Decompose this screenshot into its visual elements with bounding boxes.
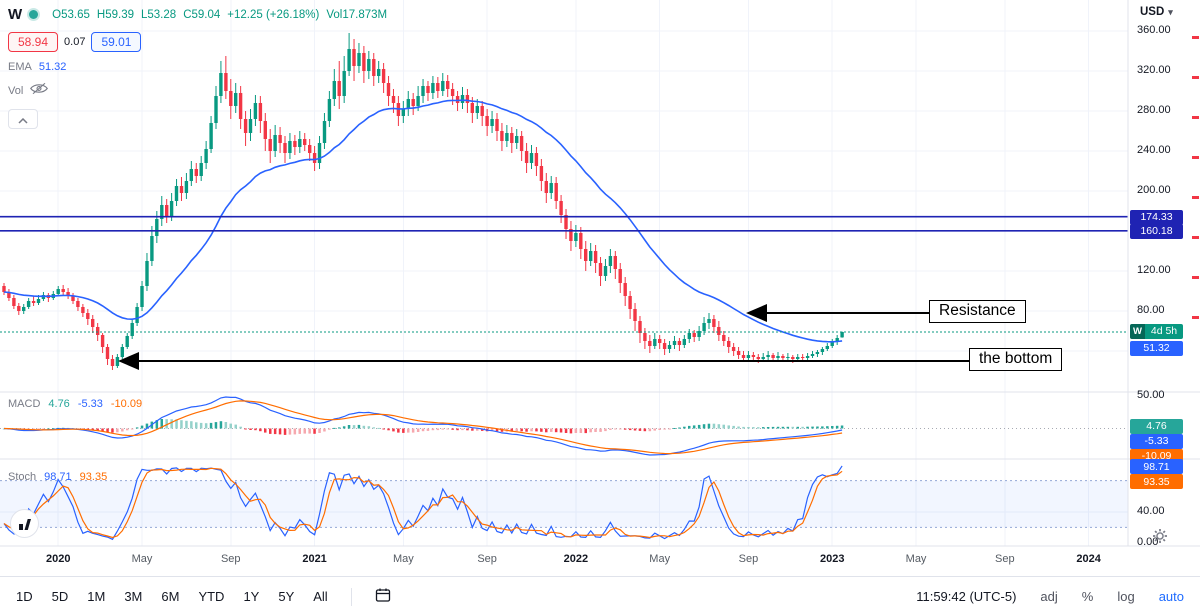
log-scale-toggle[interactable]: log: [1117, 589, 1135, 604]
range-button-6m[interactable]: 6M: [161, 589, 180, 604]
indicator-value: -10.09: [110, 398, 143, 410]
ema-legend-row[interactable]: EMA 51.32: [8, 61, 394, 73]
auto-scale-toggle[interactable]: auto: [1158, 589, 1184, 604]
time-tick-label: 2023: [819, 553, 845, 565]
currency-selector[interactable]: USD ▾: [1140, 6, 1173, 18]
range-button-3m[interactable]: 3M: [124, 589, 143, 604]
adjust-toggle[interactable]: adj: [1040, 589, 1058, 604]
price-chart-canvas[interactable]: [0, 0, 1200, 547]
time-axis[interactable]: 2020 May Sep 2021 May Sep 2022 May Sep 2023 May Sep…: [0, 547, 1200, 576]
time-tick-label: 2020: [45, 553, 71, 565]
ema-label: EMA: [8, 61, 32, 73]
volume-value: 17.873M: [342, 8, 388, 21]
time-tick-label: Sep: [738, 553, 759, 565]
market-status-dot: [29, 10, 39, 19]
bottom-toolbar: 1D 5D 1M 3M 6M YTD 1Y 5Y All 11:59:42 (UTC-5) ad…: [0, 576, 1200, 616]
vol-indicator-row[interactable]: Vol: [8, 82, 394, 100]
indicator-name: Stoch: [8, 471, 37, 483]
eye-slash-icon[interactable]: [30, 82, 49, 100]
vol-indicator-label: Vol: [8, 85, 24, 97]
settings-gear-icon[interactable]: [1152, 528, 1168, 549]
ohlc-open: O53.65: [52, 8, 90, 21]
range-button-1y[interactable]: 1Y: [243, 589, 260, 604]
time-tick-label: 2021: [302, 553, 327, 565]
symbol-legend: W O53.65 H59.39 L53.28 C59.04 +12.25 (+2…: [8, 6, 394, 138]
indicator-value: -5.33: [77, 398, 103, 410]
chevron-up-icon: [18, 112, 28, 127]
time-tick-label: Sep: [220, 553, 241, 565]
range-button-ytd[interactable]: YTD: [198, 589, 225, 604]
time-tick-label: May: [905, 553, 927, 565]
legend-collapse-row: [8, 109, 394, 129]
ohlc-row: W O53.65 H59.39 L53.28 C59.04 +12.25 (+2…: [8, 6, 394, 23]
collapse-legend-button[interactable]: [8, 109, 38, 129]
currency-label: USD: [1140, 6, 1165, 18]
time-tick-label: May: [649, 553, 671, 565]
time-tick-label: May: [131, 553, 153, 565]
ohlc-high: H59.39: [96, 8, 134, 21]
spread-value: 0.07: [64, 36, 86, 48]
stoch-legend[interactable]: Stoch 98.71 93.35: [8, 471, 107, 483]
indicator-value: 93.35: [79, 471, 108, 483]
indicator-name: MACD: [8, 398, 41, 410]
range-button-1d[interactable]: 1D: [16, 589, 33, 604]
indicator-value: 4.76: [48, 398, 70, 410]
time-tick-label: Sep: [477, 553, 497, 565]
toolbar-right: 11:59:42 (UTC-5) adj % log auto: [916, 589, 1184, 604]
range-button-5d[interactable]: 5D: [51, 589, 69, 604]
tradingview-logo[interactable]: [10, 509, 39, 538]
ohlc-low: L53.28: [141, 8, 177, 21]
chart-area[interactable]: 360.00 320.00 280.00 240.00 200.00 120.00 80.0…: [0, 0, 1200, 549]
sell-button[interactable]: 58.94: [8, 32, 59, 52]
range-button-1m[interactable]: 1M: [87, 589, 106, 604]
time-tick-label: 2022: [563, 553, 589, 565]
go-to-date-icon[interactable]: [375, 587, 391, 606]
range-button-all[interactable]: All: [313, 589, 328, 604]
ema-value: 51.32: [38, 61, 67, 73]
toolbar-divider: [350, 587, 352, 606]
symbol-name[interactable]: W: [8, 6, 23, 23]
chevron-down-icon: ▾: [1168, 6, 1173, 17]
time-tick-label: May: [392, 553, 414, 565]
percent-toggle[interactable]: %: [1081, 589, 1094, 604]
ohlc-close: C59.04: [183, 8, 221, 21]
volume-label: Vol: [326, 8, 343, 21]
range-button-5y[interactable]: 5Y: [278, 589, 295, 604]
macd-legend[interactable]: MACD 4.76 -5.33 -10.09: [8, 398, 142, 410]
ohlc-change: +12.25 (+26.18%): [227, 8, 320, 21]
time-tick-label: 2024: [1076, 553, 1101, 565]
indicator-value: 98.71: [44, 471, 72, 483]
clock-label[interactable]: 11:59:42 (UTC-5): [916, 589, 1017, 604]
buy-button[interactable]: 59.01: [91, 32, 142, 52]
range-selector: 1D 5D 1M 3M 6M YTD 1Y 5Y All: [16, 587, 391, 606]
bid-ask-row: 58.94 0.07 59.01: [8, 32, 394, 52]
time-tick-label: Sep: [994, 553, 1015, 565]
